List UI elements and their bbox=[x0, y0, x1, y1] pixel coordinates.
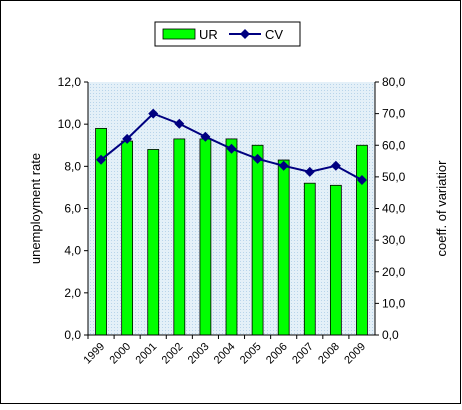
y2-tick-label: 30,0 bbox=[382, 233, 406, 247]
marker bbox=[174, 118, 185, 129]
legend-label: CV bbox=[265, 27, 283, 42]
bar bbox=[121, 140, 134, 336]
y2-tick-label: 50,0 bbox=[382, 170, 406, 184]
legend-swatch bbox=[162, 28, 196, 40]
marker bbox=[304, 166, 315, 177]
y2-tick-label: 70,0 bbox=[382, 107, 406, 121]
legend-label: UR bbox=[199, 27, 218, 42]
y-tick-label: 4,0 bbox=[64, 244, 81, 258]
marker bbox=[148, 108, 159, 119]
y2-tick-label: 20,0 bbox=[382, 265, 406, 279]
y-tick-label: 10,0 bbox=[58, 117, 82, 131]
bar bbox=[225, 138, 238, 336]
bar bbox=[303, 182, 316, 336]
y2-axis-title: coeff. of variatior bbox=[434, 160, 449, 257]
bar bbox=[199, 138, 212, 336]
marker bbox=[356, 175, 367, 186]
y-tick-label: 6,0 bbox=[64, 202, 81, 216]
y-tick-label: 8,0 bbox=[64, 159, 81, 173]
marker bbox=[200, 131, 211, 142]
marker bbox=[96, 154, 107, 165]
bar bbox=[329, 184, 342, 336]
bar bbox=[277, 159, 290, 336]
marker bbox=[122, 133, 133, 144]
legend-marker bbox=[240, 29, 250, 39]
y2-tick-label: 60,0 bbox=[382, 138, 406, 152]
y-tick-label: 0,0 bbox=[64, 328, 81, 342]
marker bbox=[226, 143, 237, 154]
y2-tick-label: 10,0 bbox=[382, 296, 406, 310]
marker bbox=[330, 160, 341, 171]
y2-tick-label: 0,0 bbox=[382, 328, 399, 342]
bar bbox=[251, 144, 264, 336]
y-tick-label: 12,0 bbox=[58, 75, 82, 89]
bar bbox=[173, 138, 186, 336]
marker bbox=[278, 160, 289, 171]
bar bbox=[356, 144, 368, 336]
y2-tick-label: 40,0 bbox=[382, 202, 406, 216]
y-tick-label: 2,0 bbox=[64, 286, 81, 300]
bar bbox=[147, 149, 160, 336]
marker bbox=[252, 153, 263, 164]
y-axis-title: unemployment rate bbox=[28, 153, 43, 264]
y2-tick-label: 80,0 bbox=[382, 75, 406, 89]
